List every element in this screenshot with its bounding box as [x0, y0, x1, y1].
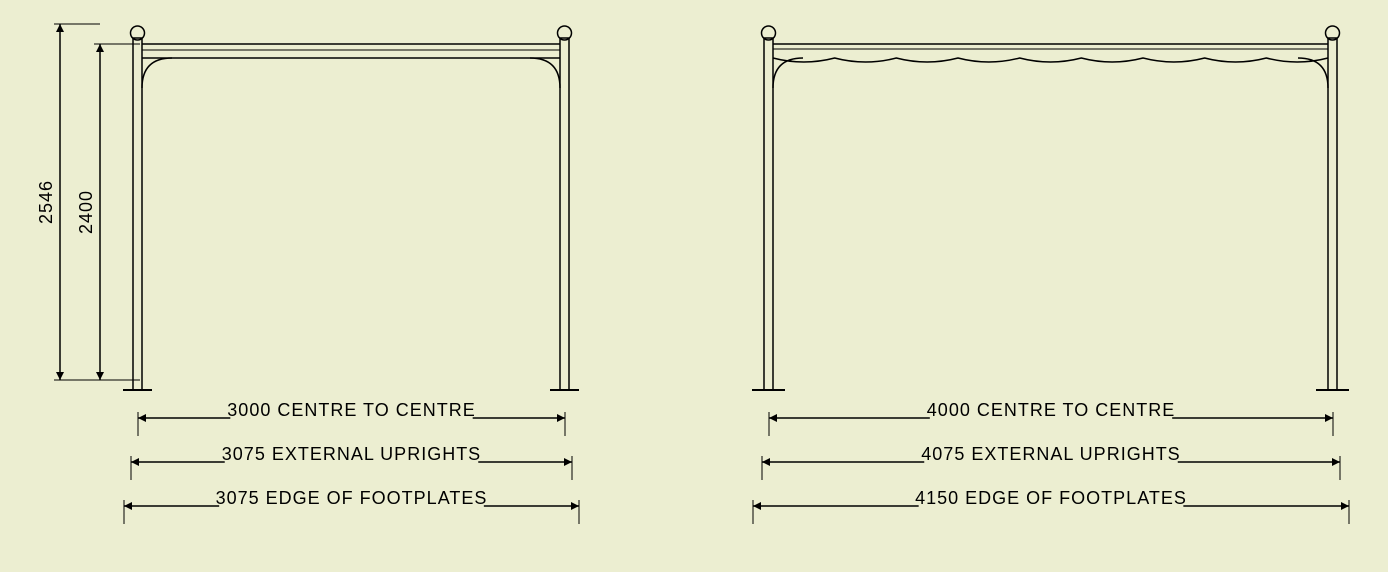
elevation-left: 3000 CENTRE TO CENTRE 3075 EXTERNAL UPRIG… — [123, 26, 579, 524]
vertical-dimensions: 2546 2400 — [36, 24, 140, 380]
dimension-label: 3075 EXTERNAL UPRIGHTS — [222, 444, 481, 464]
dimension-label: 3075 EDGE OF FOOTPLATES — [216, 488, 488, 508]
dimension-label: 2400 — [76, 190, 96, 234]
technical-drawing: 3000 CENTRE TO CENTRE 3075 EXTERNAL UPRIG… — [0, 0, 1388, 572]
upright-right — [1328, 38, 1337, 390]
dimension-label: 2546 — [36, 180, 56, 224]
upright-right — [560, 38, 569, 390]
corner-bracket — [142, 58, 172, 88]
dimension-label: 4150 EDGE OF FOOTPLATES — [915, 488, 1187, 508]
elevation-right: 4000 CENTRE TO CENTRE 4075 EXTERNAL UPRIG… — [752, 26, 1349, 524]
corner-bracket — [530, 58, 560, 88]
dimension-label: 4000 CENTRE TO CENTRE — [927, 400, 1175, 420]
upright-left — [764, 38, 773, 390]
scalloped-valance — [773, 58, 1328, 62]
upright-left — [133, 38, 142, 390]
dimension-label: 3000 CENTRE TO CENTRE — [227, 400, 475, 420]
dimension-label: 4075 EXTERNAL UPRIGHTS — [921, 444, 1180, 464]
